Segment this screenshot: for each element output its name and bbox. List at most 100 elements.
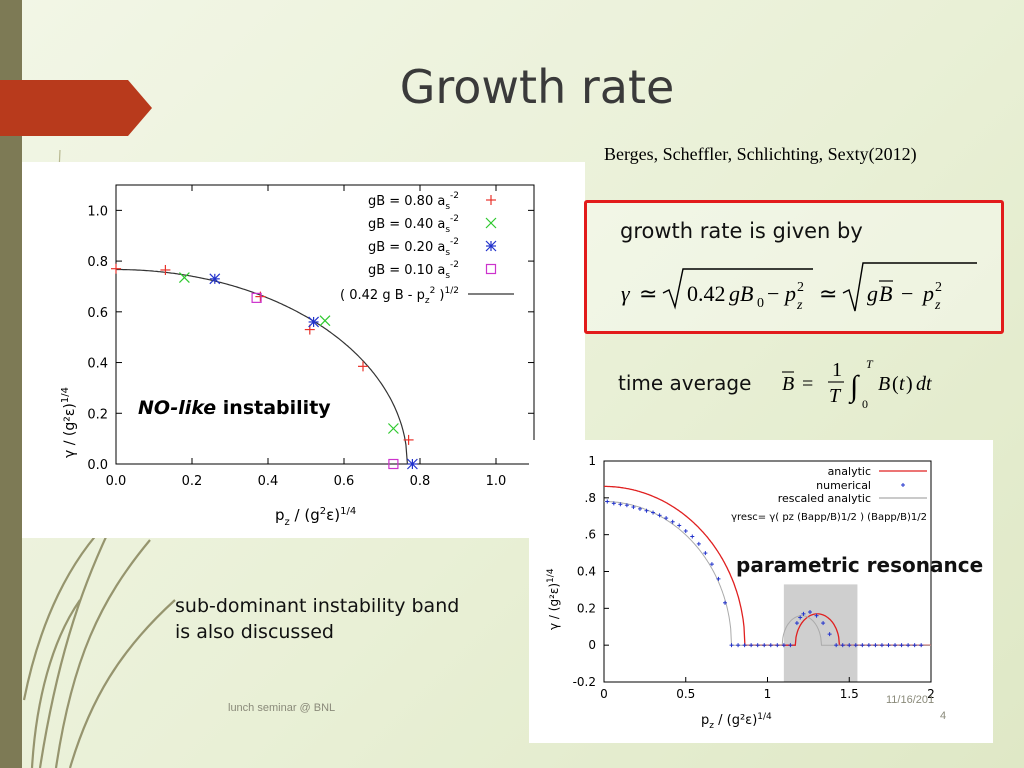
left-y-tick-label: 0.2 [87,407,108,422]
left-x-tick-label: 0.2 [182,474,203,489]
right-y-tick-label: .6 [585,528,596,542]
numerical-point [683,528,688,533]
numerical-point [690,534,695,539]
numerical-point [768,643,773,648]
right-y-tick-label: 0.4 [577,565,596,579]
svg-text:−: − [901,281,913,306]
right-x-axis-label: pz / (g²ε)1/4 [701,712,772,731]
data-point-series-3 [308,316,320,328]
left-y-tick-label: 1.0 [87,204,108,219]
svg-text:∫: ∫ [848,370,860,405]
svg-text:γ: γ [621,281,631,306]
right-legend-label-3: rescaled analytic [778,492,871,505]
left-plot-svg: 0.0 0.2 0.4 0.6 0.8 1.0 0.0 0.2 0.4 0.6 0.8 1.0 gB … [60,184,535,528]
left-y-tick-label: 0.8 [87,255,108,270]
sidebar-strip [0,0,22,768]
numerical-point [801,611,806,616]
left-x-axis-label: pz / (g2ε)1/4 [275,506,356,528]
right-plot-panel: 0 0.5 1 1.5 2 1 .8 .6 0.4 0.2 0 -0.2 analytic numeri… [529,440,993,743]
svg-text:2: 2 [935,280,942,295]
citation: Berges, Scheffler, Schlichting, Sexty(20… [604,144,917,164]
data-point-series-1 [358,361,368,372]
data-point-series-3 [209,273,221,285]
data-point-series-1 [160,264,171,275]
svg-text:2: 2 [797,280,804,295]
numerical-point [879,643,884,648]
data-point-series-4 [251,292,262,303]
svg-text:0.42: 0.42 [687,281,726,306]
footer-left-text: lunch seminar @ BNL [228,702,336,714]
svg-text:(: ( [892,373,899,395]
footer-date: 11/16/201 [886,694,935,706]
legend-marker-series-3 [485,240,497,252]
numerical-point [749,643,754,648]
rescaled-analytic-curve [604,501,931,646]
right-y-tick-label: 1 [588,454,596,468]
numerical-point [664,516,669,521]
left-plot-panel: 0.0 0.2 0.4 0.6 0.8 1.0 0.0 0.2 0.4 0.6 0.8 1.0 gB … [22,162,585,538]
numerical-point [886,643,891,648]
svg-text:dt: dt [916,373,932,395]
left-x-tick-label: 0.8 [410,474,431,489]
numerical-point [631,505,636,510]
svg-text:T: T [829,385,842,407]
svg-text:): ) [906,373,913,395]
right-y-axis-label: γ / (g²ε)1/4 [546,568,561,630]
legend-label-curve: ( 0.42 g B - pz2 )1/2 [340,286,459,306]
numerical-point [722,600,727,605]
svg-text:≃: ≃ [639,281,657,306]
left-x-tick-label: 0.4 [258,474,279,489]
right-legend-label-1: analytic [828,465,871,478]
numerical-point [781,643,786,648]
numerical-point [703,551,708,556]
data-point-series-1 [111,263,121,274]
left-x-tick-label: 0.6 [334,474,355,489]
parametric-resonance-annotation: parametric resonance [736,553,984,577]
numerical-point [729,643,734,648]
left-y-tick-label: 0.6 [87,306,108,321]
numerical-point [788,643,793,648]
numerical-point [657,513,662,518]
svg-text:z: z [796,298,803,313]
numerical-point [798,615,803,620]
numerical-point [755,643,760,648]
numerical-point [716,576,721,581]
slide-title: Growth rate [399,60,675,114]
legend-label-series-4: gB = 0.10 as-2 [368,260,459,281]
numerical-point [808,610,813,615]
numerical-point [677,523,682,528]
legend-marker-series-2 [485,217,497,229]
numerical-point [840,643,845,648]
left-y-axis-label: γ / (g²ε)1/4 [60,387,78,458]
right-x-tick-label: 0 [600,687,608,701]
right-y-tick-label: .8 [585,491,596,505]
left-x-tick-label: 0.0 [106,474,127,489]
svg-text:gB: gB [729,281,753,306]
numerical-point [893,643,898,648]
numerical-point [709,562,714,567]
data-point-series-1 [403,434,414,445]
svg-text:g: g [867,281,878,306]
right-x-tick-label: 0.5 [676,687,695,701]
numerical-point [912,643,917,648]
right-y-tick-label: 0 [588,638,596,652]
no-like-annotation: NO-like instability [138,397,331,419]
numerical-point [794,621,799,626]
svg-text:−: − [767,281,779,306]
accent-arrow-shape [0,80,152,136]
legend-label-series-2: gB = 0.40 as-2 [368,214,459,235]
data-point-series-3 [406,458,418,470]
svg-text:B: B [879,281,892,306]
numerical-point [873,643,878,648]
numerical-point [866,643,871,648]
svg-text:≃: ≃ [819,281,837,306]
numerical-point [834,643,839,648]
numerical-point [742,643,747,648]
time-average-formula: B = 1 T ∫ T 0 B ( t ) dt [782,357,932,411]
footer-page-number: 4 [940,710,947,722]
numerical-point [611,501,616,506]
growth-rate-formula-box: growth rate is given by γ ≃ 0.42 gB 0 − … [584,200,1004,334]
right-x-tick-label: 1.5 [840,687,859,701]
legend-label-series-3: gB = 0.20 as-2 [368,237,459,258]
left-y-tick-label: 0.0 [87,458,108,473]
